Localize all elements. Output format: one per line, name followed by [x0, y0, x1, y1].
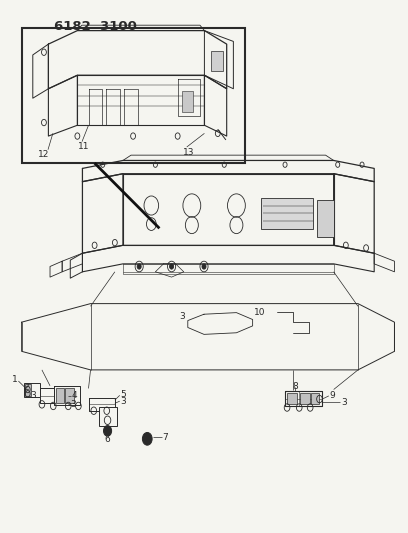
Text: 12: 12: [38, 150, 50, 159]
Circle shape: [104, 425, 112, 436]
Text: 1: 1: [12, 375, 18, 384]
Bar: [300, 393, 310, 404]
Text: 10: 10: [254, 308, 266, 317]
Bar: [311, 393, 319, 404]
Bar: [25, 384, 31, 396]
Text: 9: 9: [330, 391, 335, 400]
Text: 3: 3: [70, 400, 76, 409]
Bar: [99, 407, 117, 425]
Text: 3: 3: [179, 312, 184, 321]
Circle shape: [145, 436, 149, 441]
Circle shape: [142, 432, 152, 445]
Circle shape: [137, 264, 141, 269]
Text: 3: 3: [120, 397, 126, 406]
Text: 13: 13: [183, 148, 195, 157]
Bar: [261, 198, 313, 229]
Circle shape: [202, 264, 206, 269]
Circle shape: [170, 264, 174, 269]
Bar: [56, 389, 64, 403]
Bar: [22, 28, 244, 163]
Text: 2: 2: [23, 383, 29, 392]
Bar: [317, 200, 334, 237]
Bar: [65, 389, 73, 403]
Text: 11: 11: [78, 142, 90, 151]
Bar: [287, 393, 297, 404]
Bar: [211, 51, 223, 71]
Text: 3: 3: [341, 398, 347, 407]
Text: 8: 8: [292, 382, 298, 391]
Text: 5: 5: [120, 390, 126, 399]
Text: 7: 7: [163, 433, 169, 442]
Text: 6182  3100: 6182 3100: [54, 20, 137, 33]
Circle shape: [106, 429, 109, 433]
Text: 6: 6: [105, 435, 111, 444]
Text: 3: 3: [30, 391, 36, 400]
Text: 4: 4: [71, 391, 77, 400]
Bar: [182, 92, 193, 112]
Bar: [24, 383, 40, 398]
